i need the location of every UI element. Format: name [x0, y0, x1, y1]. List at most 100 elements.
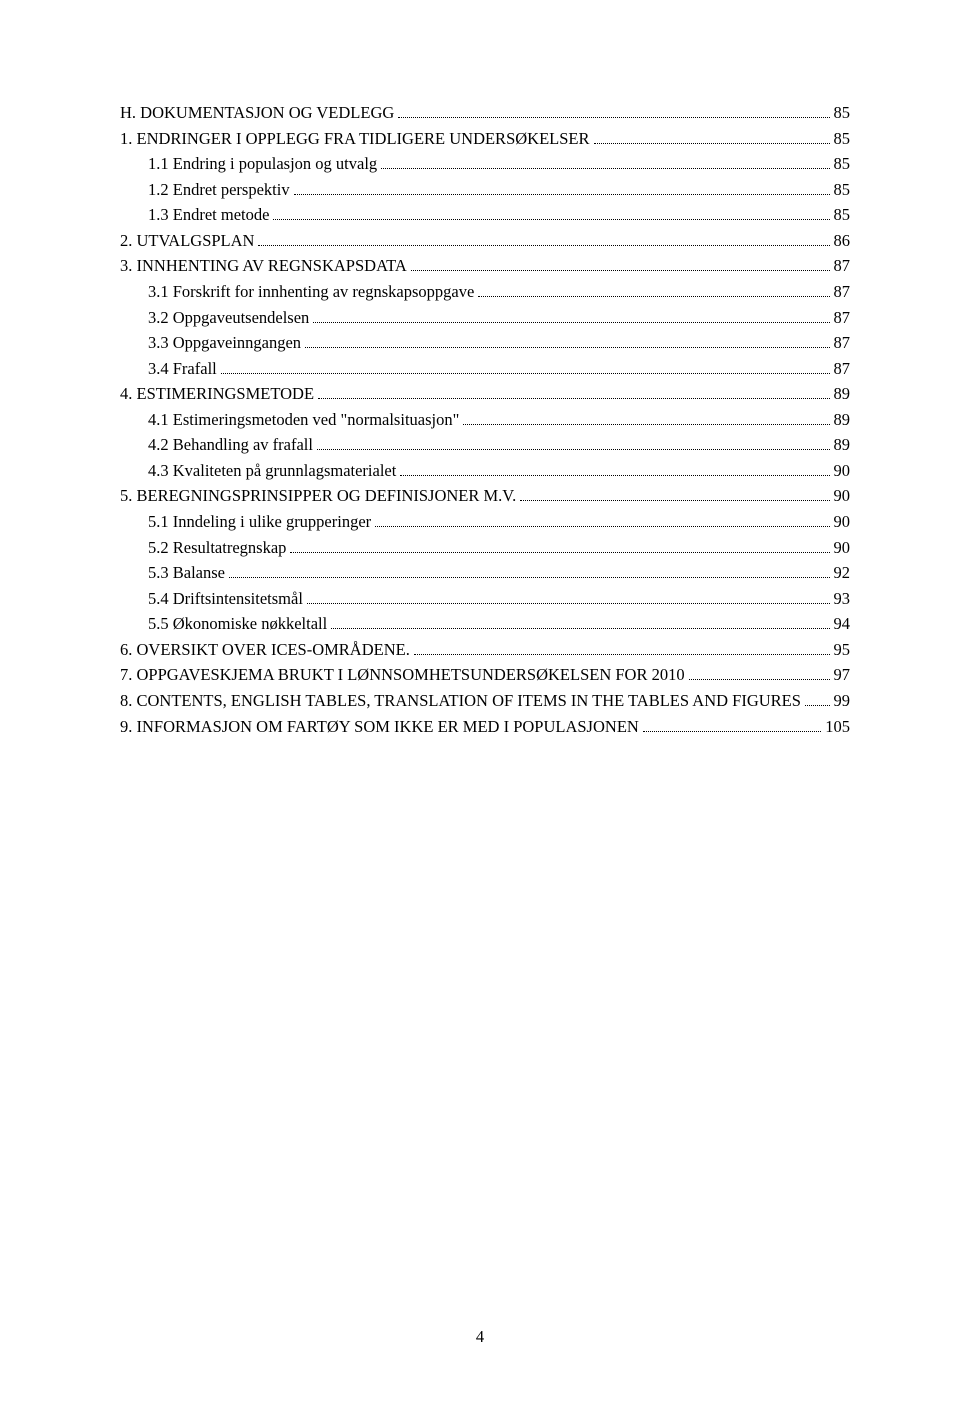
toc-entry: 5. BEREGNINGSPRINSIPPER OG DEFINISJONER … [120, 483, 850, 509]
toc-leader-dots [258, 245, 829, 246]
toc-entry: 3.3 Oppgaveinngangen 87 [120, 330, 850, 356]
toc-entry: 4.2 Behandling av frafall 89 [120, 432, 850, 458]
toc-entry: 3. INNHENTING AV REGNSKAPSDATA 87 [120, 253, 850, 279]
toc-entry: 5.2 Resultatregnskap 90 [120, 535, 850, 561]
toc-page-number: 87 [834, 279, 851, 305]
table-of-contents: H. DOKUMENTASJON OG VEDLEGG 851. ENDRING… [120, 100, 850, 739]
toc-leader-dots [398, 117, 829, 118]
toc-entry: 3.1 Forskrift for innhenting av regnskap… [120, 279, 850, 305]
toc-label: H. DOKUMENTASJON OG VEDLEGG [120, 100, 394, 126]
toc-label: 5.2 Resultatregnskap [148, 535, 286, 561]
toc-page-number: 87 [834, 330, 851, 356]
toc-label: 4.2 Behandling av frafall [148, 432, 313, 458]
toc-leader-dots [307, 603, 830, 604]
toc-leader-dots [318, 398, 829, 399]
toc-entry: 5.1 Inndeling i ulike grupperinger 90 [120, 509, 850, 535]
toc-leader-dots [317, 449, 830, 450]
toc-label: 4.1 Estimeringsmetoden ved "normalsituas… [148, 407, 459, 433]
toc-leader-dots [305, 347, 829, 348]
toc-leader-dots [463, 424, 829, 425]
toc-page-number: 85 [834, 100, 851, 126]
toc-page-number: 85 [834, 126, 851, 152]
toc-entry: 4.1 Estimeringsmetoden ved "normalsituas… [120, 407, 850, 433]
toc-label: 3.1 Forskrift for innhenting av regnskap… [148, 279, 474, 305]
toc-label: 2. UTVALGSPLAN [120, 228, 254, 254]
toc-page-number: 85 [834, 151, 851, 177]
toc-page-number: 87 [834, 305, 851, 331]
toc-entry: 7. OPPGAVESKJEMA BRUKT I LØNNSOMHETSUNDE… [120, 662, 850, 688]
toc-page-number: 87 [834, 356, 851, 382]
toc-leader-dots [805, 705, 830, 706]
toc-label: 3. INNHENTING AV REGNSKAPSDATA [120, 253, 407, 279]
toc-page-number: 93 [834, 586, 851, 612]
toc-label: 3.4 Frafall [148, 356, 217, 382]
toc-entry: 9. INFORMASJON OM FARTØY SOM IKKE ER MED… [120, 714, 850, 740]
toc-leader-dots [643, 731, 821, 732]
toc-entry: 5.4 Driftsintensitetsmål 93 [120, 586, 850, 612]
toc-label: 6. OVERSIKT OVER ICES-OMRÅDENE. [120, 637, 410, 663]
toc-page-number: 87 [834, 253, 851, 279]
toc-leader-dots [290, 552, 829, 553]
toc-entry: 1. ENDRINGER I OPPLEGG FRA TIDLIGERE UND… [120, 126, 850, 152]
toc-page-number: 89 [834, 432, 851, 458]
toc-page-number: 95 [834, 637, 851, 663]
toc-page-number: 90 [834, 458, 851, 484]
toc-leader-dots [520, 500, 829, 501]
toc-label: 1.3 Endret metode [148, 202, 269, 228]
toc-page-number: 85 [834, 177, 851, 203]
toc-label: 4.3 Kvaliteten på grunnlagsmaterialet [148, 458, 396, 484]
toc-page-number: 89 [834, 381, 851, 407]
toc-leader-dots [411, 270, 830, 271]
toc-leader-dots [273, 219, 829, 220]
toc-entry: 3.4 Frafall 87 [120, 356, 850, 382]
toc-entry: 1.3 Endret metode 85 [120, 202, 850, 228]
toc-label: 5.5 Økonomiske nøkkeltall [148, 611, 327, 637]
toc-entry: 4.3 Kvaliteten på grunnlagsmaterialet 90 [120, 458, 850, 484]
toc-page-number: 90 [834, 509, 851, 535]
toc-leader-dots [375, 526, 829, 527]
toc-page-number: 86 [834, 228, 851, 254]
toc-page-number: 97 [834, 662, 851, 688]
toc-page-number: 90 [834, 483, 851, 509]
toc-leader-dots [689, 679, 830, 680]
toc-entry: 4. ESTIMERINGSMETODE 89 [120, 381, 850, 407]
toc-page-number: 92 [834, 560, 851, 586]
toc-leader-dots [294, 194, 830, 195]
toc-label: 3.3 Oppgaveinngangen [148, 330, 301, 356]
document-page: H. DOKUMENTASJON OG VEDLEGG 851. ENDRING… [0, 0, 960, 1417]
toc-label: 4. ESTIMERINGSMETODE [120, 381, 314, 407]
toc-page-number: 89 [834, 407, 851, 433]
toc-label: 5. BEREGNINGSPRINSIPPER OG DEFINISJONER … [120, 483, 516, 509]
toc-label: 1.2 Endret perspektiv [148, 177, 290, 203]
toc-leader-dots [478, 296, 829, 297]
toc-label: 7. OPPGAVESKJEMA BRUKT I LØNNSOMHETSUNDE… [120, 662, 685, 688]
toc-label: 8. CONTENTS, ENGLISH TABLES, TRANSLATION… [120, 688, 801, 714]
toc-entry: 1.2 Endret perspektiv 85 [120, 177, 850, 203]
toc-label: 3.2 Oppgaveutsendelsen [148, 305, 309, 331]
toc-label: 9. INFORMASJON OM FARTØY SOM IKKE ER MED… [120, 714, 639, 740]
toc-leader-dots [381, 168, 829, 169]
toc-leader-dots [400, 475, 829, 476]
toc-page-number: 94 [834, 611, 851, 637]
toc-label: 5.4 Driftsintensitetsmål [148, 586, 303, 612]
toc-entry: 2. UTVALGSPLAN 86 [120, 228, 850, 254]
toc-leader-dots [221, 373, 830, 374]
toc-page-number: 99 [834, 688, 851, 714]
toc-entry: 5.5 Økonomiske nøkkeltall 94 [120, 611, 850, 637]
toc-leader-dots [594, 143, 830, 144]
toc-page-number: 85 [834, 202, 851, 228]
toc-entry: H. DOKUMENTASJON OG VEDLEGG 85 [120, 100, 850, 126]
toc-leader-dots [414, 654, 830, 655]
toc-label: 1. ENDRINGER I OPPLEGG FRA TIDLIGERE UND… [120, 126, 590, 152]
toc-leader-dots [229, 577, 830, 578]
toc-entry: 8. CONTENTS, ENGLISH TABLES, TRANSLATION… [120, 688, 850, 714]
toc-leader-dots [313, 322, 829, 323]
toc-page-number: 90 [834, 535, 851, 561]
toc-label: 1.1 Endring i populasjon og utvalg [148, 151, 377, 177]
toc-entry: 5.3 Balanse 92 [120, 560, 850, 586]
toc-leader-dots [331, 628, 829, 629]
page-number: 4 [0, 1327, 960, 1347]
toc-label: 5.3 Balanse [148, 560, 225, 586]
toc-entry: 6. OVERSIKT OVER ICES-OMRÅDENE. 95 [120, 637, 850, 663]
toc-entry: 1.1 Endring i populasjon og utvalg 85 [120, 151, 850, 177]
